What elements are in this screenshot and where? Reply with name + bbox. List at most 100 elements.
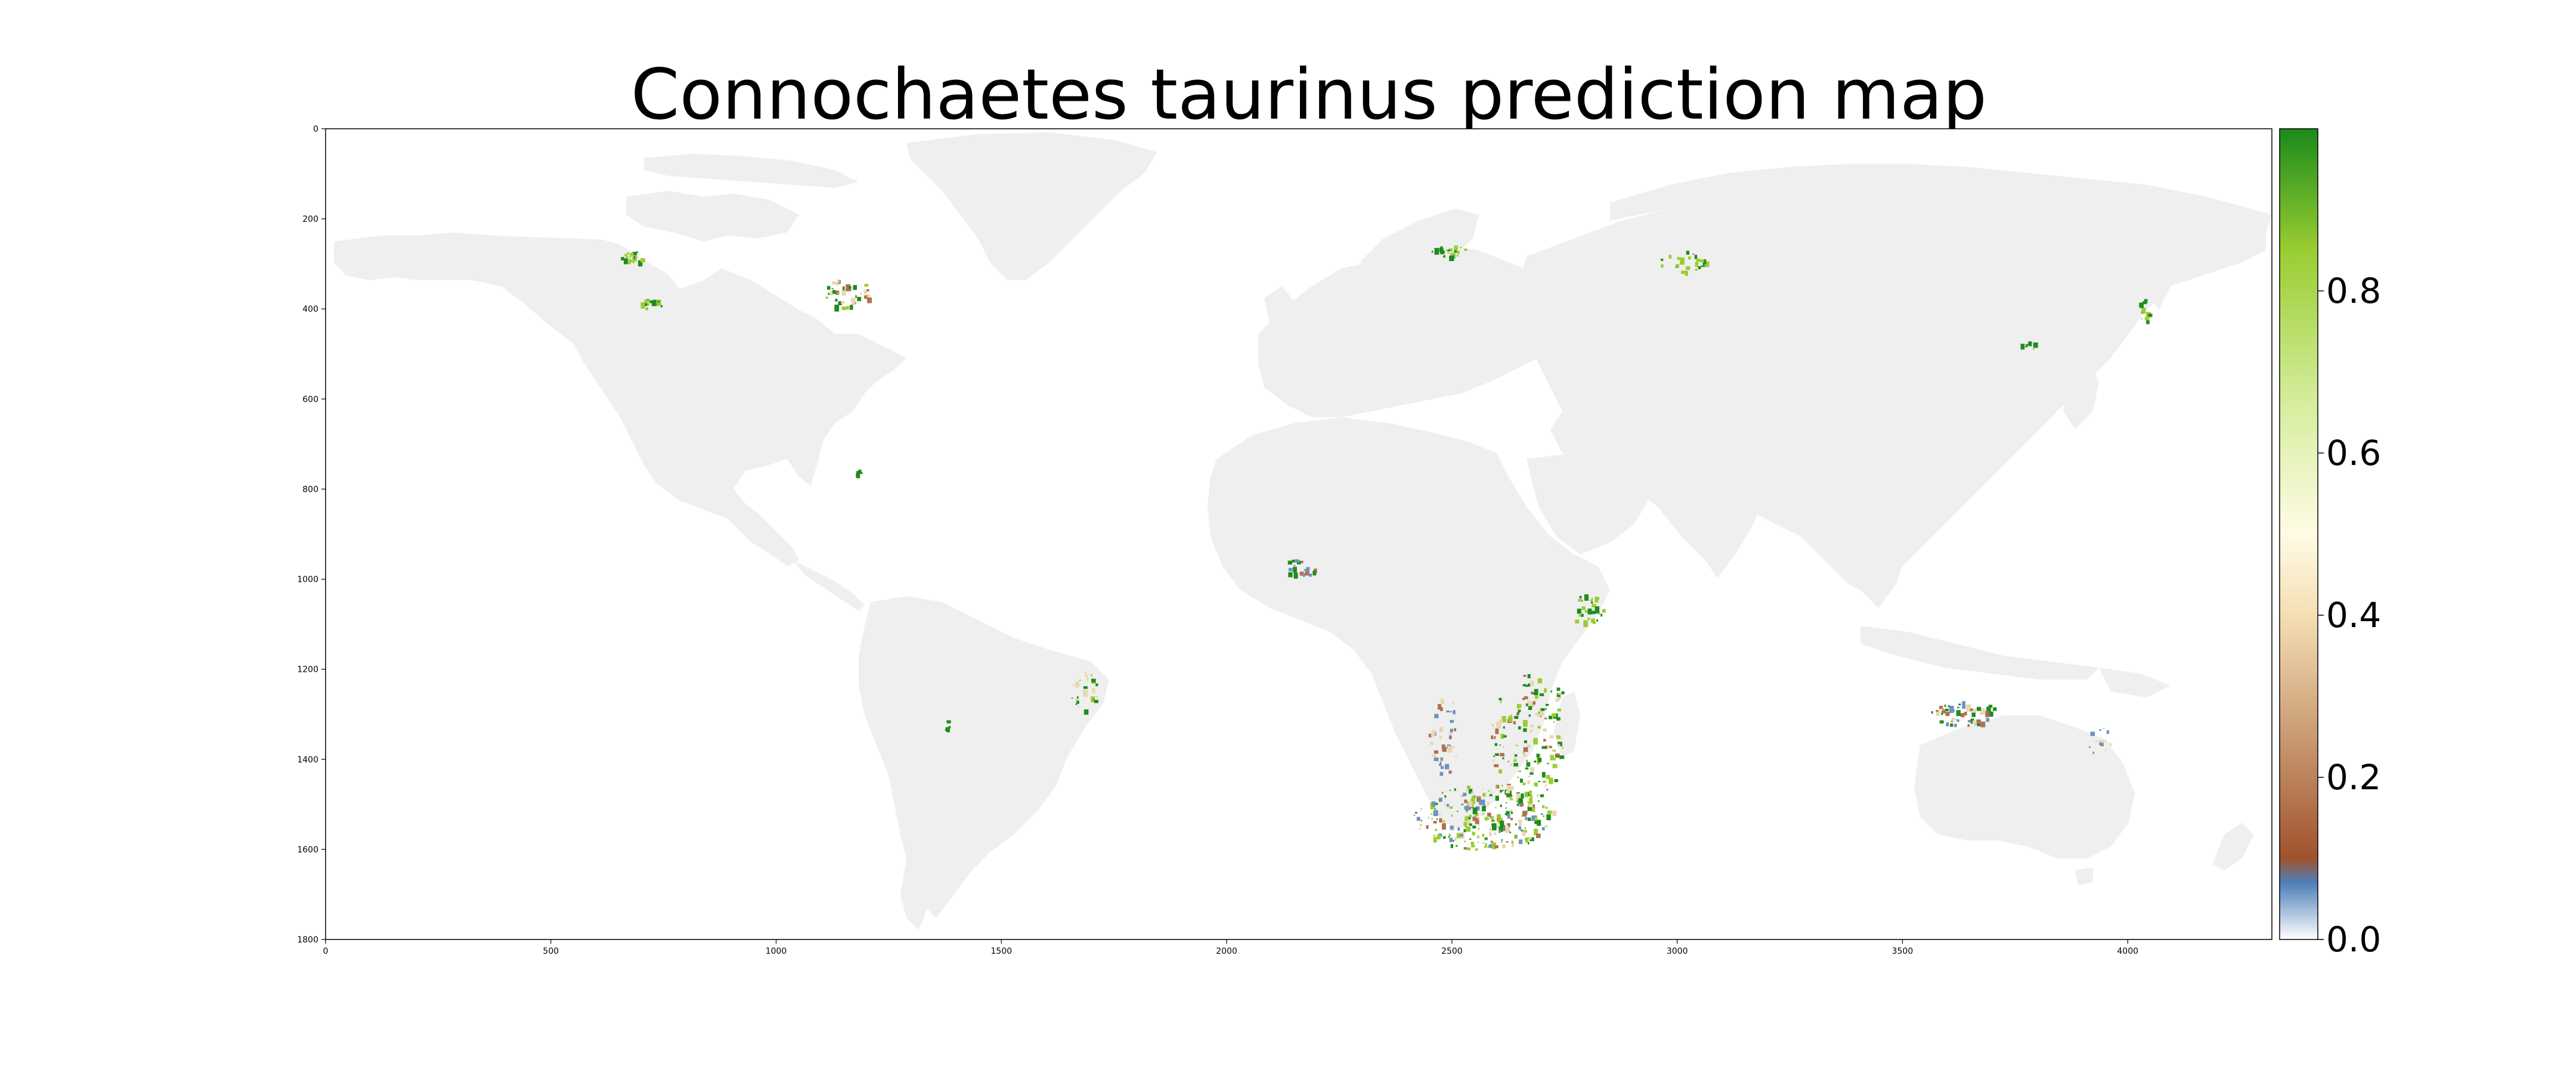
prediction-cell — [1552, 749, 1555, 752]
prediction-cell — [1420, 820, 1423, 821]
prediction-cell — [1510, 812, 1513, 814]
prediction-cell — [1467, 786, 1471, 789]
prediction-cell — [1530, 680, 1534, 687]
prediction-cell — [1482, 812, 1485, 815]
prediction-cell — [1561, 691, 1565, 694]
prediction-cell — [1469, 814, 1472, 817]
prediction-cell — [1447, 249, 1450, 252]
prediction-cell — [2020, 343, 2025, 350]
prediction-cell — [1466, 847, 1470, 851]
prediction-cell — [1518, 726, 1521, 730]
prediction-cell — [1594, 596, 1599, 603]
prediction-cell — [1525, 767, 1529, 770]
scandinavia — [1360, 209, 1479, 271]
prediction-cell — [1466, 826, 1471, 832]
prediction-cell — [1448, 248, 1453, 252]
prediction-cell — [1493, 759, 1495, 762]
prediction-cell — [1537, 725, 1541, 729]
y-tick-label: 200 — [302, 215, 318, 224]
prediction-cell — [1464, 249, 1467, 252]
prediction-cell — [1432, 754, 1436, 757]
prediction-cell — [832, 281, 837, 285]
prediction-cell — [627, 262, 631, 265]
prediction-cell — [1481, 814, 1483, 815]
prediction-cell — [1506, 823, 1508, 825]
prediction-cell — [1516, 703, 1521, 709]
prediction-cell — [1556, 693, 1561, 699]
prediction-cell — [1517, 777, 1519, 778]
prediction-cell — [1463, 822, 1467, 826]
prediction-cell — [624, 258, 628, 265]
prediction-cell — [865, 294, 870, 300]
prediction-cell — [1986, 706, 1991, 714]
prediction-cell — [1469, 838, 1472, 841]
prediction-cell — [1945, 712, 1950, 717]
prediction-cell — [1536, 833, 1541, 838]
prediction-cell — [1545, 784, 1547, 786]
prediction-cell — [1083, 709, 1089, 715]
prediction-cell — [1454, 837, 1457, 841]
prediction-cell — [1549, 717, 1551, 719]
prediction-cell — [1075, 698, 1079, 701]
prediction-cell — [1575, 619, 1580, 624]
prediction-cell — [1956, 710, 1961, 717]
x-axis: 0 500 1000 1500 2000 2500 3000 3500 4000 — [323, 939, 2138, 956]
prediction-cell — [1578, 615, 1582, 617]
prediction-cell — [1543, 815, 1545, 818]
prediction-cell — [1668, 255, 1672, 259]
prediction-cell — [2099, 742, 2104, 746]
prediction-cell — [1485, 839, 1487, 841]
prediction-cell — [1951, 718, 1955, 722]
prediction-cell — [1530, 724, 1534, 728]
prediction-cell — [1519, 802, 1523, 807]
prediction-cell — [1538, 780, 1541, 783]
prediction-cell — [1444, 764, 1450, 770]
prediction-cell — [1939, 720, 1944, 724]
prediction-cell — [846, 284, 851, 291]
prediction-cell — [1540, 813, 1543, 815]
prediction-cell — [1971, 712, 1976, 717]
prediction-cell — [1503, 827, 1505, 829]
prediction-cell — [1433, 810, 1438, 817]
prediction-cell — [1447, 746, 1453, 753]
prediction-cell — [640, 302, 646, 309]
prediction-cell — [1541, 827, 1545, 831]
prediction-cell — [1484, 837, 1488, 841]
prediction-cell — [1536, 753, 1540, 758]
prediction-cell — [2141, 318, 2142, 320]
prediction-cell — [628, 258, 630, 259]
prediction-cell — [1529, 702, 1533, 708]
prediction-cell — [1518, 709, 1521, 712]
prediction-cell — [1527, 801, 1529, 803]
colorbar-ticks: 0.0 0.2 0.4 0.6 0.8 — [2318, 271, 2381, 960]
prediction-cell — [1543, 739, 1546, 742]
prediction-cell — [658, 300, 660, 303]
prediction-cell — [1426, 825, 1429, 829]
prediction-cell — [1092, 699, 1095, 700]
prediction-cell — [1492, 724, 1494, 726]
prediction-cell — [1502, 789, 1504, 792]
prediction-cell — [1463, 829, 1466, 833]
prediction-cell — [1498, 697, 1502, 700]
prediction-cell — [1530, 767, 1535, 772]
prediction-cell — [1956, 719, 1959, 721]
prediction-cell — [1958, 703, 1961, 706]
prediction-cell — [1591, 610, 1596, 615]
prediction-cell — [1473, 795, 1476, 797]
prediction-cell — [1549, 777, 1553, 784]
prediction-cell — [1453, 710, 1456, 715]
prediction-cell — [1464, 799, 1467, 804]
prediction-cell — [1591, 618, 1595, 623]
prediction-cell — [1075, 703, 1078, 705]
africa — [1208, 417, 1610, 829]
prediction-cell — [1538, 711, 1540, 714]
prediction-cell — [1493, 816, 1495, 818]
prediction-cell — [1495, 753, 1499, 756]
prediction-cell — [2106, 730, 2110, 734]
prediction-cell — [1558, 692, 1561, 695]
prediction-cell — [1535, 695, 1538, 699]
x-tick-label: 4000 — [2117, 947, 2138, 956]
prediction-cell — [1685, 271, 1688, 276]
prediction-cell — [854, 302, 856, 304]
prediction-cell — [1446, 710, 1450, 713]
